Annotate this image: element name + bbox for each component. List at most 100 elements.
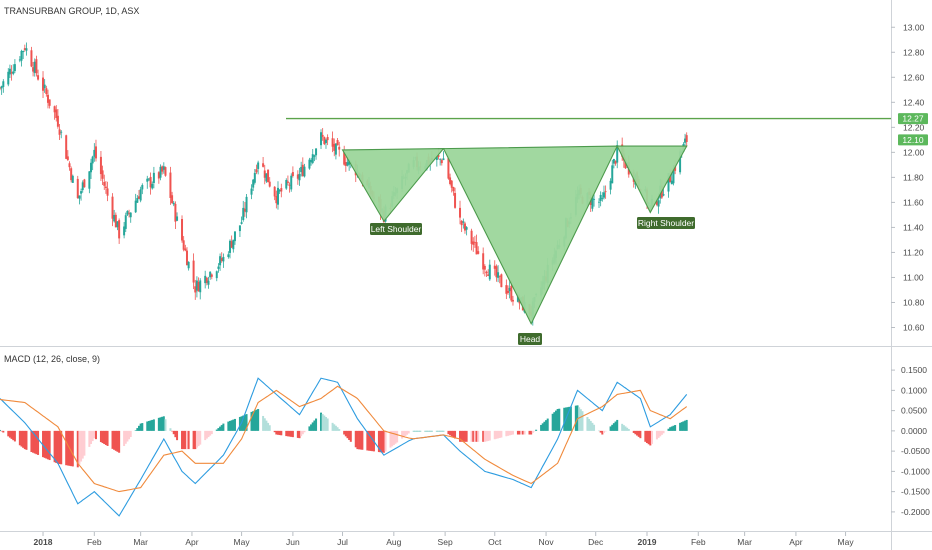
candle-body [321,134,324,137]
candle-body [30,50,33,67]
candle-body [209,271,212,278]
signal-line[interactable] [0,385,688,493]
histogram-bar [71,430,74,467]
candle-body [343,151,346,165]
time-tick-label: Sep [438,537,453,547]
price-tick-label: 12.20 [903,122,925,132]
histogram-bar [243,414,246,431]
left-shoulder-triangle[interactable] [341,148,445,223]
candle-body [657,200,660,207]
histogram-bar [556,408,559,431]
histogram-bar [147,420,150,431]
histogram-bar [415,430,418,432]
candle-body [308,159,311,169]
histogram-bar [255,409,258,431]
histogram-bar [205,430,208,439]
histogram-bar [497,430,500,439]
price-axis[interactable]: 13.00 12.80 12.60 12.40 12.20 12.00 11.80 11.60… [891,22,925,332]
head-triangle[interactable] [442,145,619,325]
candle-body [440,160,443,164]
price-tick-label: 11.40 [903,222,924,232]
candle-body [10,72,13,74]
macd-tick-label: 0.0000 [901,426,927,436]
candle-body [338,146,341,150]
histogram-bar [553,412,556,431]
histogram-bar [485,430,488,442]
candle-body [303,166,306,177]
candle-body [487,274,490,276]
histogram-bar [35,430,38,455]
histogram-bar [430,430,433,432]
level-badge-bg [898,113,928,125]
right-shoulder-label-bg [637,217,695,229]
histogram-bar [366,430,369,451]
histogram-bar [495,430,498,439]
histogram-bar [601,430,604,435]
histogram-bar [250,411,253,431]
candle-body [475,242,478,255]
histogram-bar [354,430,357,448]
candle-body [300,166,303,173]
histogram-bar [650,430,653,444]
histogram-bar [546,418,549,431]
histogram-bar [402,430,405,438]
histogram-bar [672,425,675,431]
histogram-bar [169,428,172,431]
candle-body [439,158,442,160]
right-shoulder-triangle[interactable] [616,145,688,214]
histogram-bar [569,406,572,431]
candle-body [227,254,230,257]
histogram-bar [76,430,79,468]
histogram-bar [185,430,188,450]
histogram-bar [541,423,544,431]
time-axis[interactable]: 2018 Feb Mar Apr May Jun Jul Aug Sep Oct Nov Dec 201… [34,532,855,547]
right-shoulder-label[interactable]: Right Shoulder [637,217,695,229]
histogram-bar [647,430,650,445]
macd-histogram[interactable] [0,405,688,468]
histogram-bar [417,430,420,432]
candle-body [33,61,36,73]
macd-line[interactable] [0,377,688,517]
candle-body [65,135,68,159]
candle-body [454,192,457,208]
candle-body [172,202,175,205]
inverse-head-shoulders-pattern[interactable] [341,145,688,325]
histogram-bar [182,430,185,450]
candle-body [25,48,28,51]
histogram-bar [101,430,104,444]
candle-body [447,158,450,179]
candle-body [288,184,291,186]
histogram-bar [48,430,51,461]
histogram-bar [262,415,265,431]
histogram-bar [187,430,190,450]
candle-body [233,231,236,242]
histogram-bar [80,430,83,462]
macd-lines[interactable] [0,377,688,517]
macd-axis[interactable]: 0.1500 0.1000 0.0500 0.0000 -0.0500 -0.1000 -0… [891,365,930,517]
macd-title[interactable]: MACD (12, 26, close, 9) [4,354,100,364]
histogram-bar [303,430,306,433]
histogram-bar [333,424,336,431]
histogram-bar [300,430,303,437]
histogram-bar [83,430,86,456]
histogram-bar [265,420,268,431]
left-shoulder-label[interactable]: Left Shoulder [370,223,422,235]
histogram-bar [616,419,619,431]
head-label[interactable]: Head [518,333,542,345]
histogram-bar [207,430,210,438]
histogram-bar [429,430,432,432]
histogram-bar [554,410,557,431]
histogram-bar [104,430,107,445]
histogram-bar [215,429,218,431]
histogram-bar [134,430,137,431]
histogram-bar [614,421,617,431]
candle-body [205,277,208,283]
histogram-bar [579,409,582,431]
histogram-bar [157,417,160,431]
histogram-bar [531,430,534,433]
candle-body [604,191,607,193]
histogram-bar [636,430,639,436]
time-tick-label: Jul [337,537,348,547]
symbol-title[interactable]: TRANSURBAN GROUP, 1D, ASX [4,6,139,16]
